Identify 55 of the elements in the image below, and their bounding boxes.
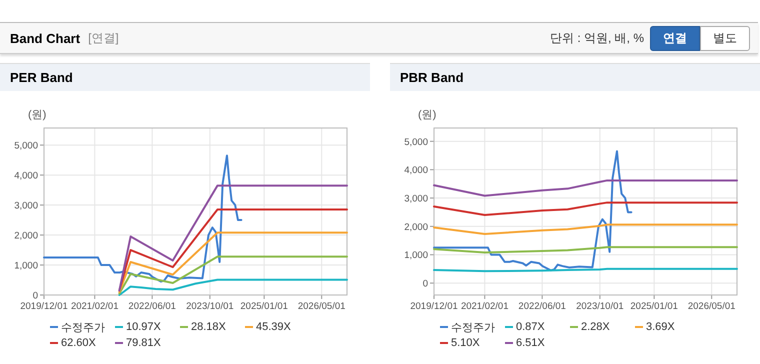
x-tick-label: 2019/12/01 — [410, 301, 458, 312]
x-tick-label: 2025/01/01 — [240, 301, 288, 312]
y-axis-title: (원) — [418, 109, 436, 121]
x-tick-label: 2022/06/01 — [518, 301, 566, 312]
x-tick-label: 2023/10/01 — [186, 301, 234, 312]
line-series — [43, 154, 242, 283]
legend-label: 62.60X — [61, 337, 96, 349]
legend-label: 3.69X — [646, 321, 675, 333]
legend-label: 0.87X — [516, 321, 545, 333]
x-tick-label: 2025/01/01 — [630, 301, 678, 312]
y-tick-label: 4,000 — [404, 165, 428, 176]
y-tick-label: 1,000 — [14, 260, 38, 272]
y-axis-title: (원) — [28, 109, 46, 121]
line-series — [118, 232, 348, 293]
text: [연결] — [88, 30, 119, 46]
x-tick-label: 2026/05/01 — [688, 301, 736, 312]
legend-label: 수정주가 — [61, 320, 105, 334]
y-tick-label: 5,000 — [404, 136, 428, 148]
legend-label: 79.81X — [126, 337, 161, 349]
text: 단위 : 억원, 배, % — [550, 30, 644, 46]
chart-title: PER Band — [0, 63, 370, 91]
legend-label: 45.39X — [256, 321, 291, 333]
y-tick-label: 3,000 — [14, 200, 38, 212]
text: 별도 — [700, 26, 750, 50]
x-tick-label: 2023/10/01 — [576, 301, 624, 312]
y-tick-label: 0 — [32, 290, 38, 302]
legend-label: 5.10X — [451, 337, 480, 349]
text: 연결 — [650, 26, 700, 50]
y-tick-label: 2,000 — [14, 230, 38, 242]
x-tick-label: 2021/02/01 — [70, 301, 118, 312]
y-tick-label: 4,000 — [14, 170, 38, 182]
line-series — [118, 208, 348, 292]
line-series — [433, 150, 632, 272]
y-tick-label: 0 — [422, 278, 428, 290]
legend-label: 수정주가 — [451, 320, 495, 334]
x-tick-label: 2021/02/01 — [460, 301, 508, 312]
legend-label: 6.51X — [516, 337, 545, 349]
line-series — [118, 256, 348, 294]
line-series — [118, 184, 348, 292]
line-series — [433, 202, 738, 216]
text: Band Chart — [10, 30, 80, 46]
y-tick-label: 1,000 — [404, 250, 428, 262]
x-tick-label: 2019/12/01 — [20, 301, 68, 312]
line-series — [118, 278, 348, 296]
legend-label: 2.28X — [581, 321, 610, 333]
legend-label: 28.18X — [191, 321, 226, 333]
line-series — [433, 224, 738, 236]
legend-label: 10.97X — [126, 321, 161, 333]
chart-title: PBR Band — [390, 63, 760, 91]
x-tick-label: 2026/05/01 — [298, 301, 346, 312]
y-tick-label: 5,000 — [14, 140, 38, 152]
y-tick-label: 2,000 — [404, 222, 428, 233]
line-series — [433, 179, 738, 197]
y-tick-label: 3,000 — [404, 194, 428, 205]
x-tick-label: 2022/06/01 — [128, 301, 176, 312]
